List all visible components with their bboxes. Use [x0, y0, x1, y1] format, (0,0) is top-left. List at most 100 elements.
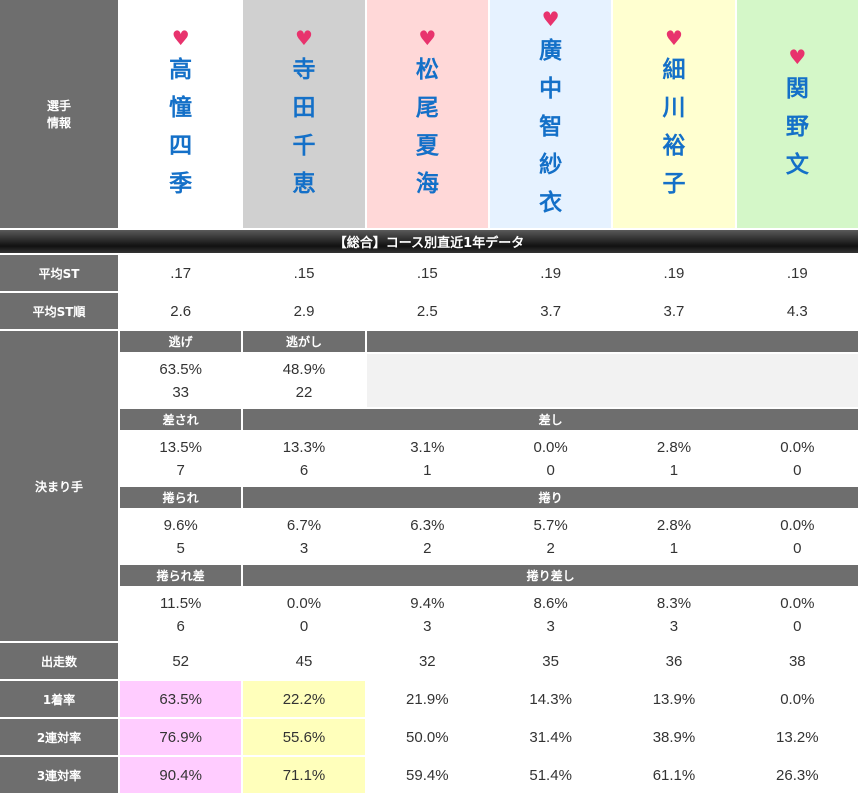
player-cell-5[interactable]: ♥ 細川裕子: [613, 0, 735, 228]
top3-rate-row: 3連対率 90.4% 71.1% 59.4% 51.4% 61.1% 26.3%: [0, 757, 858, 793]
avg-st-rank-value: 2.5: [366, 293, 488, 329]
player-name-4[interactable]: 廣中智紗衣: [539, 38, 563, 216]
player-name-1[interactable]: 高憧四季: [169, 57, 193, 197]
avg-st-rank-value: 2.6: [120, 293, 242, 329]
starts-value: 36: [613, 643, 735, 679]
kimarite-nige-value-row: 63.5% 33 48.9% 22: [0, 354, 858, 407]
makuri-value: 5.7% 2: [489, 510, 612, 563]
starts-row: 出走数 52 45 32 35 36 38: [0, 643, 858, 679]
avg-st-value: .19: [736, 255, 858, 291]
nige-label: 逃げ: [120, 331, 242, 352]
top2-rate-row: 2連対率 76.9% 55.6% 50.0% 31.4% 38.9% 13.2%: [0, 719, 858, 755]
player-cell-1[interactable]: ♥ 高憧四季: [120, 0, 242, 228]
makuri-value: 6.7% 3: [243, 510, 365, 563]
win-rate-value: 0.0%: [736, 681, 858, 717]
win-rate-row: 1着率 63.5% 22.2% 21.9% 14.3% 13.9% 0.0%: [0, 681, 858, 717]
win-rate-value-second: 22.2%: [243, 681, 365, 717]
avg-st-value: .19: [613, 255, 735, 291]
kimarite-makuri-sashi-header-row: 捲られ差 捲り差し: [0, 565, 858, 586]
kimarite-sashi-header-row: 差され 差し: [0, 409, 858, 430]
avg-st-value: .17: [120, 255, 242, 291]
nige-header-blank: [366, 331, 858, 352]
sashi-value: 0.0% 0: [489, 432, 612, 485]
makuri-sashi-value: 8.3% 3: [613, 588, 735, 641]
player-name-6[interactable]: 関野文: [785, 76, 809, 178]
sashi-value: 3.1% 1: [366, 432, 488, 485]
sashi-value: 2.8% 1: [613, 432, 735, 485]
heart-icon: ♥: [788, 45, 807, 69]
sashi-label: 差し: [243, 409, 858, 430]
sashi-value: 13.3% 6: [243, 432, 365, 485]
makuri-sashi-value: 0.0% 0: [243, 588, 365, 641]
section-banner: 【総合】コース別直近1年データ: [0, 230, 858, 253]
makuri-sashi-value: 8.6% 3: [489, 588, 612, 641]
player-info-label: 選手 情報: [0, 0, 118, 228]
player-cell-3[interactable]: ♥ 松尾夏海: [366, 0, 488, 228]
top2-rate-label: 2連対率: [0, 719, 118, 755]
top3-rate-value-top: 90.4%: [120, 757, 242, 793]
heart-icon: ♥: [295, 26, 313, 50]
makurare-value: 9.6% 5: [120, 510, 242, 563]
win-rate-value-top: 63.5%: [120, 681, 242, 717]
top2-rate-value: 38.9%: [613, 719, 735, 755]
player-header-row: 選手 情報 ♥ 高憧四季 ♥ 寺田千恵 ♥ 松尾夏海 ♥ 廣中智紗衣: [0, 0, 858, 228]
nige-value: 63.5% 33: [120, 354, 242, 407]
makurare-sashi-label: 捲られ差: [120, 565, 242, 586]
avg-st-rank-value: 4.3: [736, 293, 858, 329]
heart-icon: ♥: [418, 26, 437, 50]
makurare-sashi-value: 11.5% 6: [120, 588, 242, 641]
starts-label: 出走数: [0, 643, 118, 679]
kimarite-label: 決まり手: [0, 331, 118, 641]
avg-st-value: .15: [243, 255, 365, 291]
kimarite-sashi-value-row: 13.5% 7 13.3% 6 3.1% 1 0.0% 0 2.8% 1 0.0% 0: [0, 432, 858, 485]
avg-st-rank-label: 平均ST順: [0, 293, 118, 329]
sasare-label: 差され: [120, 409, 242, 430]
starts-value: 52: [120, 643, 242, 679]
starts-value: 32: [366, 643, 488, 679]
makuri-value: 6.3% 2: [366, 510, 488, 563]
makuri-sashi-value: 0.0% 0: [736, 588, 858, 641]
player-name-5[interactable]: 細川裕子: [662, 57, 686, 197]
avg-st-rank-value: 3.7: [613, 293, 735, 329]
kimarite-makuri-sashi-value-row: 11.5% 6 0.0% 0 9.4% 3 8.6% 3 8.3% 3 0.0% 0: [0, 588, 858, 641]
player-info-label-line2: 情報: [46, 116, 71, 130]
nigashi-value: 48.9% 22: [243, 354, 365, 407]
sasare-value: 13.5% 7: [120, 432, 242, 485]
nige-value-blank: [366, 354, 858, 407]
kimarite-nige-header-row: 決まり手 逃げ 逃がし: [0, 331, 858, 641]
section-banner-row: 【総合】コース別直近1年データ: [0, 230, 858, 253]
makuri-value: 2.8% 1: [613, 510, 735, 563]
starts-value: 38: [736, 643, 858, 679]
kimarite-makuri-header-row: 捲られ 捲り: [0, 487, 858, 508]
avg-st-rank-row: 平均ST順 2.6 2.9 2.5 3.7 3.7 4.3: [0, 293, 858, 329]
sashi-value: 0.0% 0: [736, 432, 858, 485]
player-cell-6[interactable]: ♥ 関野文: [736, 0, 858, 228]
top3-rate-value: 26.3%: [736, 757, 858, 793]
player-name-3[interactable]: 松尾夏海: [415, 57, 439, 197]
avg-st-rank-value: 2.9: [243, 293, 365, 329]
avg-st-row: 平均ST .17 .15 .15 .19 .19 .19: [0, 255, 858, 291]
top2-rate-value: 31.4%: [489, 719, 612, 755]
win-rate-label: 1着率: [0, 681, 118, 717]
top2-rate-value-second: 55.6%: [243, 719, 365, 755]
starts-value: 35: [489, 643, 612, 679]
heart-icon: ♥: [665, 26, 683, 50]
avg-st-rank-value: 3.7: [489, 293, 612, 329]
makuri-label: 捲り: [243, 487, 858, 508]
player-cell-2[interactable]: ♥ 寺田千恵: [243, 0, 365, 228]
avg-st-value: .19: [489, 255, 612, 291]
heart-icon: ♥: [541, 7, 560, 31]
top3-rate-value: 59.4%: [366, 757, 488, 793]
avg-st-label: 平均ST: [0, 255, 118, 291]
player-name-2[interactable]: 寺田千恵: [292, 57, 316, 197]
player-cell-4[interactable]: ♥ 廣中智紗衣: [489, 0, 612, 228]
makuri-value: 0.0% 0: [736, 510, 858, 563]
top3-rate-value: 51.4%: [489, 757, 612, 793]
top3-rate-value-second: 71.1%: [243, 757, 365, 793]
makuri-sashi-label: 捲り差し: [243, 565, 858, 586]
top2-rate-value-top: 76.9%: [120, 719, 242, 755]
top2-rate-value: 50.0%: [366, 719, 488, 755]
makurare-label: 捲られ: [120, 487, 242, 508]
kimarite-makuri-value-row: 9.6% 5 6.7% 3 6.3% 2 5.7% 2 2.8% 1 0.0% 0: [0, 510, 858, 563]
